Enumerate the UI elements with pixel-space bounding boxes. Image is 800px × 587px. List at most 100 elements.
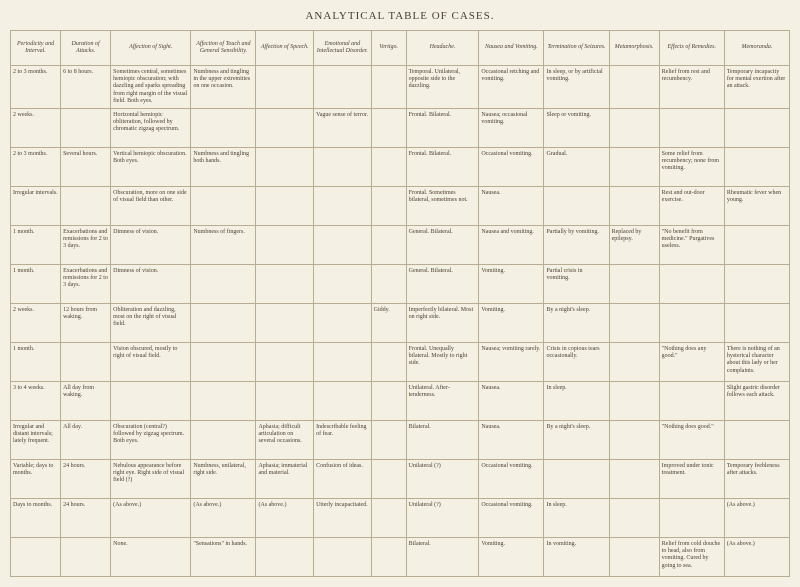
table-cell: Dimness of vision. bbox=[111, 225, 191, 264]
table-cell: Occasional vomiting. bbox=[479, 498, 544, 537]
table-cell: Replaced by epilepsy. bbox=[609, 225, 659, 264]
table-cell bbox=[724, 303, 789, 342]
table-cell: (As above.) bbox=[724, 537, 789, 576]
table-row: 2 weeks.Horizontal hemiopic obliteration… bbox=[11, 108, 790, 147]
table-cell bbox=[371, 381, 406, 420]
table-row: 3 to 4 weeks.All day from waking. Unilate… bbox=[11, 381, 790, 420]
table-cell bbox=[609, 186, 659, 225]
table-cell: Nausea. bbox=[479, 381, 544, 420]
table-cell bbox=[609, 537, 659, 576]
table-cell: Nausea; occasional vomiting. bbox=[479, 108, 544, 147]
table-cell bbox=[256, 381, 314, 420]
table-cell: Unilateral. After-tenderness. bbox=[406, 381, 479, 420]
column-header: Metamorphosis. bbox=[609, 31, 659, 66]
table-cell: Utterly incapacitated. bbox=[314, 498, 372, 537]
table-cell bbox=[371, 537, 406, 576]
table-cell: Obliteration and dazzling, most on the r… bbox=[111, 303, 191, 342]
table-cell bbox=[609, 459, 659, 498]
table-cell bbox=[256, 108, 314, 147]
table-cell: Relief from cold douche to head, also fr… bbox=[659, 537, 724, 576]
table-cell bbox=[256, 303, 314, 342]
table-cell: Temporal. Unilateral, opposite side to t… bbox=[406, 66, 479, 109]
table-cell: Variable; days to months. bbox=[11, 459, 61, 498]
table-cell: Irregular and distant intervals; lately … bbox=[11, 420, 61, 459]
table-cell: In sleep. bbox=[544, 381, 609, 420]
table-cell: Confusion of ideas. bbox=[314, 459, 372, 498]
table-cell bbox=[371, 498, 406, 537]
table-cell: Frontal. Bilateral. bbox=[406, 108, 479, 147]
table-cell bbox=[314, 303, 372, 342]
table-cell bbox=[724, 108, 789, 147]
table-cell: Partial crisis in vomiting. bbox=[544, 264, 609, 303]
table-cell: Imperfectly bilateral. Most on right sid… bbox=[406, 303, 479, 342]
table-cell: Dimness of vision. bbox=[111, 264, 191, 303]
table-cell bbox=[371, 66, 406, 109]
table-cell: (As above.) bbox=[724, 498, 789, 537]
table-cell: Irregular intervals. bbox=[11, 186, 61, 225]
column-header: Effects of Remedies. bbox=[659, 31, 724, 66]
table-cell: Relief from rest and recumbency. bbox=[659, 66, 724, 109]
table-cell: "Nothing does good." bbox=[659, 420, 724, 459]
table-cell: Numbness and tingling both hands. bbox=[191, 147, 256, 186]
table-cell: Improved under tonic treatment. bbox=[659, 459, 724, 498]
table-cell bbox=[111, 381, 191, 420]
table-cell: All day from waking. bbox=[61, 381, 111, 420]
column-header: Affection of Speech. bbox=[256, 31, 314, 66]
column-header: Nausea and Vomiting. bbox=[479, 31, 544, 66]
table-cell bbox=[544, 186, 609, 225]
table-cell: Vision obscured, mostly to right of visu… bbox=[111, 342, 191, 381]
table-cell bbox=[371, 420, 406, 459]
table-cell: 3 to 4 weeks. bbox=[11, 381, 61, 420]
table-cell: Occasional retching and vomiting. bbox=[479, 66, 544, 109]
table-cell bbox=[371, 108, 406, 147]
table-cell bbox=[724, 225, 789, 264]
table-cell: Rest and out-door exercise. bbox=[659, 186, 724, 225]
table-row: 2 to 3 months.Several hours.Vertical hem… bbox=[11, 147, 790, 186]
table-cell bbox=[371, 147, 406, 186]
table-cell bbox=[256, 264, 314, 303]
table-cell: Frontal. Bilateral. bbox=[406, 147, 479, 186]
table-cell bbox=[609, 108, 659, 147]
table-cell bbox=[314, 381, 372, 420]
table-cell: Vague sense of terror. bbox=[314, 108, 372, 147]
table-cell: Nausea and vomiting. bbox=[479, 225, 544, 264]
table-cell: 2 weeks. bbox=[11, 108, 61, 147]
table-cell: Bilateral. bbox=[406, 537, 479, 576]
table-row: Variable; days to months.24 hours.Nebulo… bbox=[11, 459, 790, 498]
table-cell bbox=[191, 303, 256, 342]
table-row: 1 month.Exacerbations and remissions for… bbox=[11, 225, 790, 264]
table-cell: Vertical hemiopic obscuration. Both eyes… bbox=[111, 147, 191, 186]
table-cell bbox=[314, 147, 372, 186]
table-cell bbox=[191, 264, 256, 303]
table-cell: Aphasia; difficult articulation on sever… bbox=[256, 420, 314, 459]
table-cell: 1 month. bbox=[11, 225, 61, 264]
table-cell: Aphasia; immaterial and material. bbox=[256, 459, 314, 498]
table-cell bbox=[191, 342, 256, 381]
table-cell: 6 to 8 hours. bbox=[61, 66, 111, 109]
table-cell: In vomiting. bbox=[544, 537, 609, 576]
table-cell: (As above.) bbox=[191, 498, 256, 537]
table-cell bbox=[61, 108, 111, 147]
table-row: 2 to 3 months.6 to 8 hours.Sometimes cen… bbox=[11, 66, 790, 109]
table-cell: Unilateral (?) bbox=[406, 459, 479, 498]
table-cell: Sleep or vomiting. bbox=[544, 108, 609, 147]
table-cell bbox=[314, 537, 372, 576]
table-cell: Bilateral. bbox=[406, 420, 479, 459]
table-cell: Frontal. Unequally bilateral. Mostly to … bbox=[406, 342, 479, 381]
table-cell: 2 weeks. bbox=[11, 303, 61, 342]
table-cell bbox=[371, 264, 406, 303]
column-header: Duration of Attacks. bbox=[61, 31, 111, 66]
table-cell bbox=[314, 225, 372, 264]
table-cell bbox=[659, 381, 724, 420]
table-cell bbox=[544, 459, 609, 498]
table-cell bbox=[659, 303, 724, 342]
table-cell: Obscuration (central?) followed by zigza… bbox=[111, 420, 191, 459]
table-cell: Occasional vomiting. bbox=[479, 147, 544, 186]
table-cell: General. Bilateral. bbox=[406, 264, 479, 303]
table-cell bbox=[724, 147, 789, 186]
page-title: ANALYTICAL TABLE OF CASES. bbox=[10, 10, 790, 22]
table-cell: In sleep, or by artificial vomiting. bbox=[544, 66, 609, 109]
table-cell bbox=[371, 186, 406, 225]
column-header: Vertigo. bbox=[371, 31, 406, 66]
table-cell bbox=[609, 147, 659, 186]
